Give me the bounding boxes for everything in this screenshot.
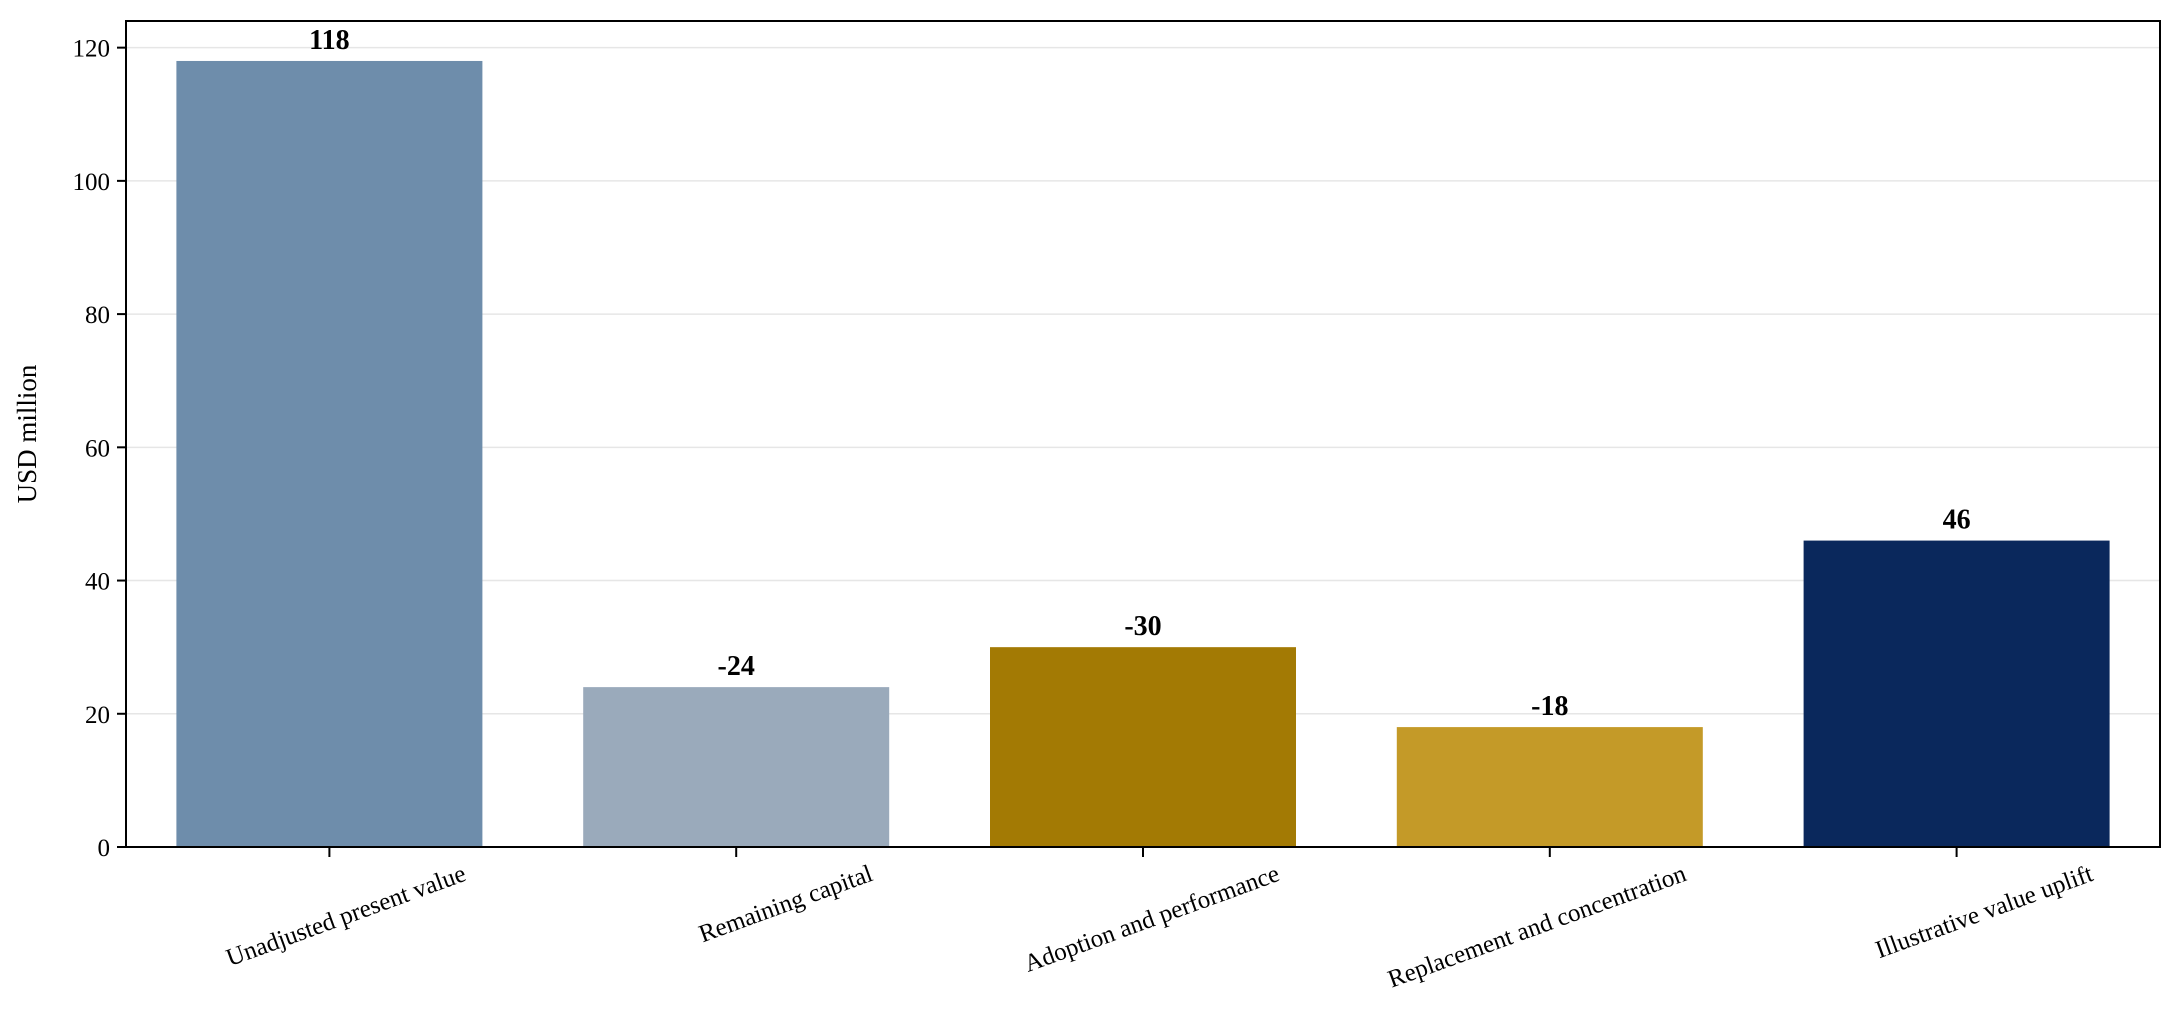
- bar-value-label: -18: [1531, 691, 1568, 722]
- y-tick-label: 100: [73, 169, 111, 196]
- bar: [176, 60, 483, 847]
- x-tick-label: Adoption and performance: [1021, 860, 1283, 977]
- x-tick-label: Unadjusted present value: [223, 860, 470, 972]
- bar-value-label: -24: [718, 651, 755, 682]
- y-tick-label: 80: [85, 302, 110, 329]
- y-axis-ticks: 0 20 40 60 80 100 120: [73, 36, 126, 862]
- x-axis-ticks: Unadjusted present value Remaining capita…: [223, 847, 2097, 993]
- data-labels: 118 -24 -30 -18 46: [309, 25, 1970, 722]
- bar-value-label: 118: [309, 25, 349, 56]
- x-tick-label: Replacement and concentration: [1384, 860, 1690, 993]
- y-axis-label: USD million: [12, 364, 42, 503]
- x-tick-label: Illustrative value uplift: [1872, 860, 2097, 964]
- bar: [1803, 540, 2110, 847]
- y-tick-label: 20: [85, 702, 110, 729]
- bar-value-label: -30: [1124, 611, 1161, 642]
- bar: [1396, 727, 1703, 847]
- y-tick-label: 0: [98, 835, 111, 862]
- bars: [176, 60, 2110, 847]
- bar: [583, 687, 890, 847]
- bar: [990, 647, 1296, 847]
- bar-value-label: 46: [1943, 505, 1971, 536]
- y-tick-label: 120: [73, 36, 111, 63]
- y-tick-label: 40: [85, 569, 110, 596]
- y-tick-label: 60: [85, 435, 110, 462]
- x-tick-label: Remaining capital: [695, 860, 876, 948]
